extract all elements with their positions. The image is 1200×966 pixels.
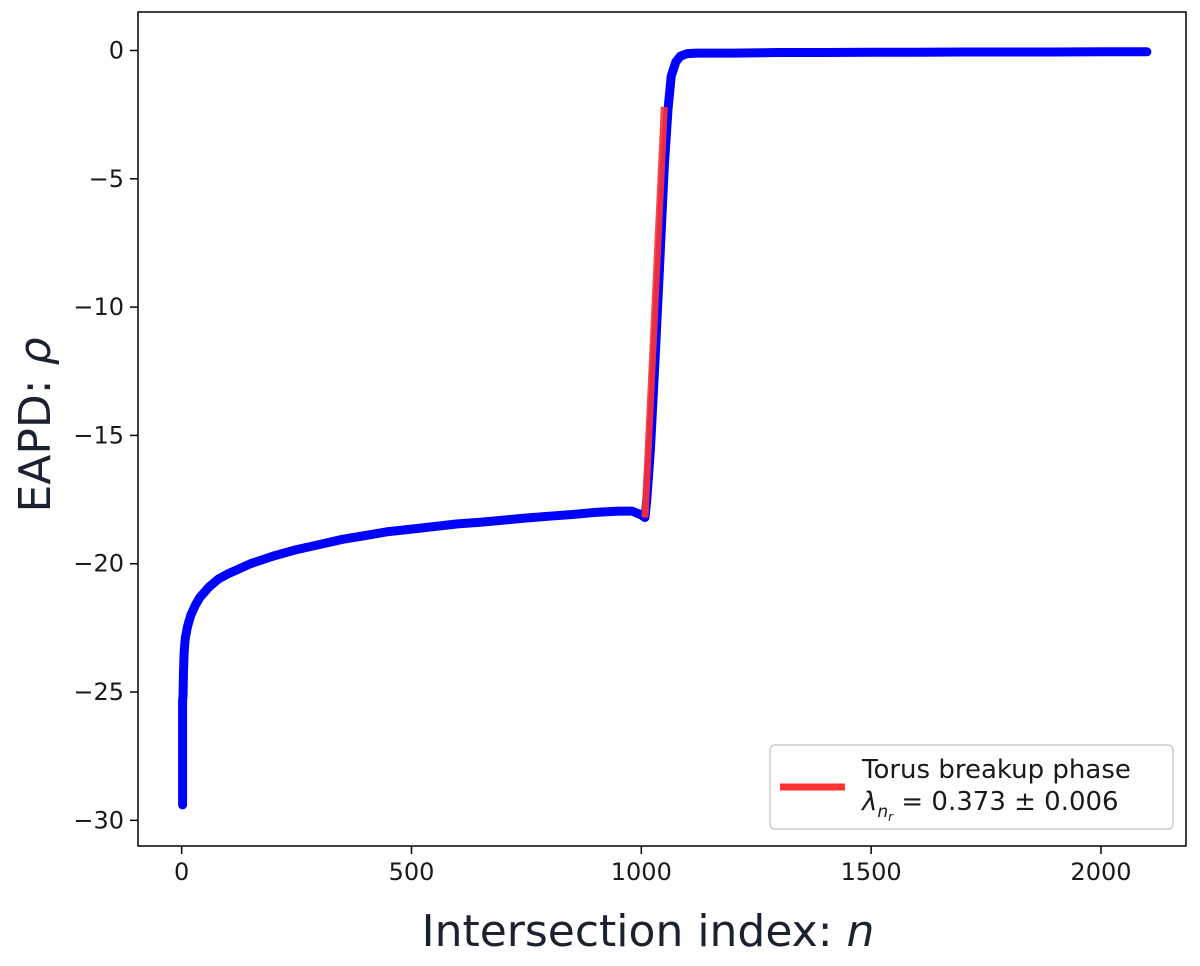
data-point [179, 801, 187, 809]
x-tick-label: 1000 [611, 858, 672, 886]
data-point [1005, 48, 1013, 56]
data-point [191, 601, 199, 609]
data-point [453, 520, 461, 528]
y-tick-label: −10 [73, 293, 124, 321]
y-tick-label: 0 [109, 36, 124, 64]
data-point [270, 552, 278, 560]
data-point [180, 644, 188, 652]
data-point [676, 52, 684, 60]
series-eapd-data [178, 47, 1152, 810]
data-point [339, 535, 347, 543]
fit-line [641, 106, 668, 518]
y-tick-label: −5 [89, 165, 124, 193]
x-tick-label: 2000 [1070, 858, 1131, 886]
data-point [706, 49, 714, 57]
y-tick-label: −25 [73, 678, 124, 706]
data-point [959, 48, 967, 56]
data-point [628, 507, 636, 515]
x-tick-label: 0 [174, 858, 189, 886]
y-axis-ticks: 0 −5 −10 −15 −20 −25 −30 [73, 36, 138, 834]
data-point [1051, 48, 1059, 56]
data-point [476, 518, 484, 526]
legend-label-lambda: λnr = 0.373 ± 0.006 [860, 787, 1119, 824]
data-point [672, 58, 680, 66]
data-point [683, 50, 691, 58]
data-point [692, 49, 700, 57]
data-point [247, 560, 255, 568]
data-point [775, 49, 783, 57]
data-point [867, 48, 875, 56]
data-point [545, 512, 553, 520]
legend-box [769, 744, 1174, 830]
data-point [614, 507, 622, 515]
legend: Torus breakup phase λnr = 0.373 ± 0.006 [769, 744, 1174, 830]
data-point [667, 72, 675, 80]
data-point [407, 525, 415, 533]
data-point [185, 619, 193, 627]
data-point [205, 583, 213, 591]
y-axis-title: EAPD: ρ [10, 337, 61, 512]
eapd-band [178, 47, 1152, 810]
x-tick-label: 1500 [841, 858, 902, 886]
data-point [913, 48, 921, 56]
data-point [180, 668, 188, 676]
data-point [568, 510, 576, 518]
x-axis-ticks: 0 500 1000 1500 2000 [174, 846, 1132, 886]
legend-label-torus-breakup: Torus breakup phase [861, 755, 1131, 785]
data-point [430, 523, 438, 531]
data-point [499, 516, 507, 524]
series-torus-breakup-fit [641, 106, 668, 518]
data-point [180, 652, 188, 660]
data-point [729, 49, 737, 57]
data-point [214, 575, 222, 583]
data-point [522, 514, 530, 522]
data-point [196, 593, 204, 601]
y-tick-label: −20 [73, 550, 124, 578]
x-tick-label: 500 [389, 858, 435, 886]
data-point [187, 611, 195, 619]
y-tick-label: −30 [73, 806, 124, 834]
data-point [316, 540, 324, 548]
data-point [179, 693, 187, 701]
data-point [1143, 48, 1151, 56]
plot-frame [137, 11, 1187, 847]
data-point [224, 570, 232, 578]
data-point [821, 49, 829, 57]
data-point [591, 508, 599, 516]
y-tick-label: −15 [73, 421, 124, 449]
data-point [1097, 48, 1105, 56]
x-axis-title: Intersection index: n [422, 906, 875, 957]
data-point [293, 546, 301, 554]
data-point [362, 531, 370, 539]
data-point [385, 528, 393, 536]
